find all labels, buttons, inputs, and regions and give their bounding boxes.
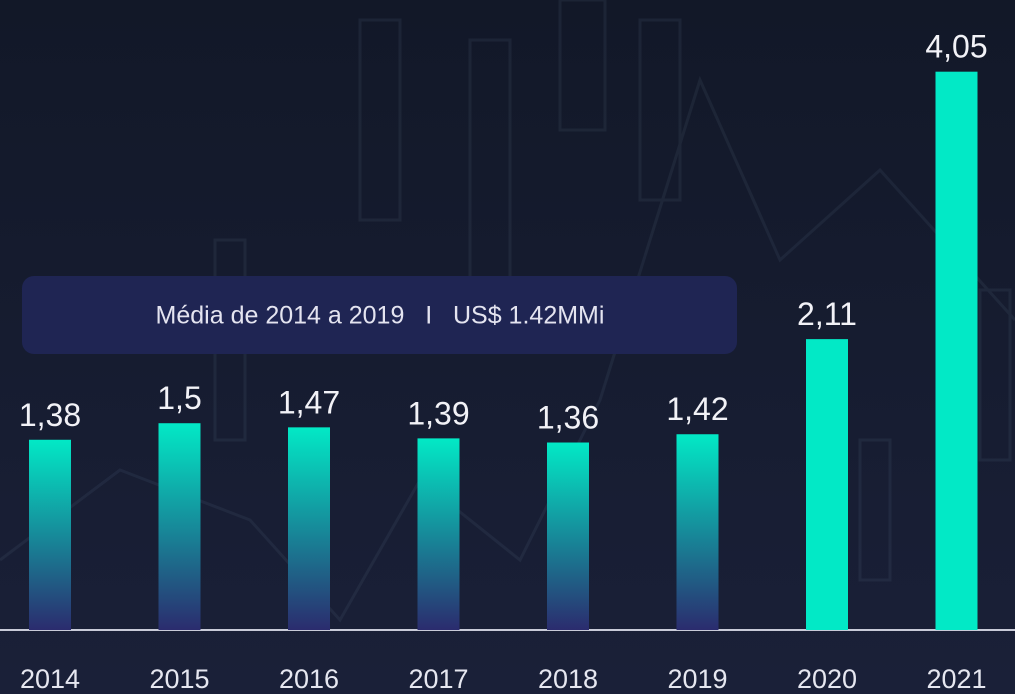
annotation: Média de 2014 a 2019 I US$ 1.42MMi bbox=[156, 302, 605, 330]
bar bbox=[547, 442, 589, 630]
x-tick-label: 2015 bbox=[149, 664, 209, 694]
value-label: 1,42 bbox=[666, 391, 728, 427]
bar bbox=[417, 438, 460, 630]
bar bbox=[288, 427, 330, 630]
bar bbox=[806, 339, 848, 630]
bar bbox=[158, 423, 201, 630]
value-label: 1,38 bbox=[19, 397, 81, 433]
bar bbox=[676, 434, 719, 630]
bar bbox=[935, 71, 978, 631]
annotation-box bbox=[22, 276, 737, 354]
value-label: 1,39 bbox=[407, 395, 469, 431]
bar bbox=[29, 439, 71, 630]
x-tick-label: 2017 bbox=[408, 664, 468, 694]
x-tick-label: 2016 bbox=[279, 664, 339, 694]
x-tick-label: 2014 bbox=[20, 664, 80, 694]
x-tick-label: 2021 bbox=[926, 664, 986, 694]
x-tick-label: 2019 bbox=[667, 664, 727, 694]
x-tick-label: 2020 bbox=[797, 664, 857, 694]
value-label: 1,47 bbox=[278, 384, 340, 420]
value-label: 1,5 bbox=[157, 380, 201, 416]
value-label: 1,36 bbox=[537, 400, 599, 436]
value-label: 4,05 bbox=[925, 29, 987, 65]
value-label: 2,11 bbox=[797, 296, 857, 332]
x-tick-label: 2018 bbox=[538, 664, 598, 694]
